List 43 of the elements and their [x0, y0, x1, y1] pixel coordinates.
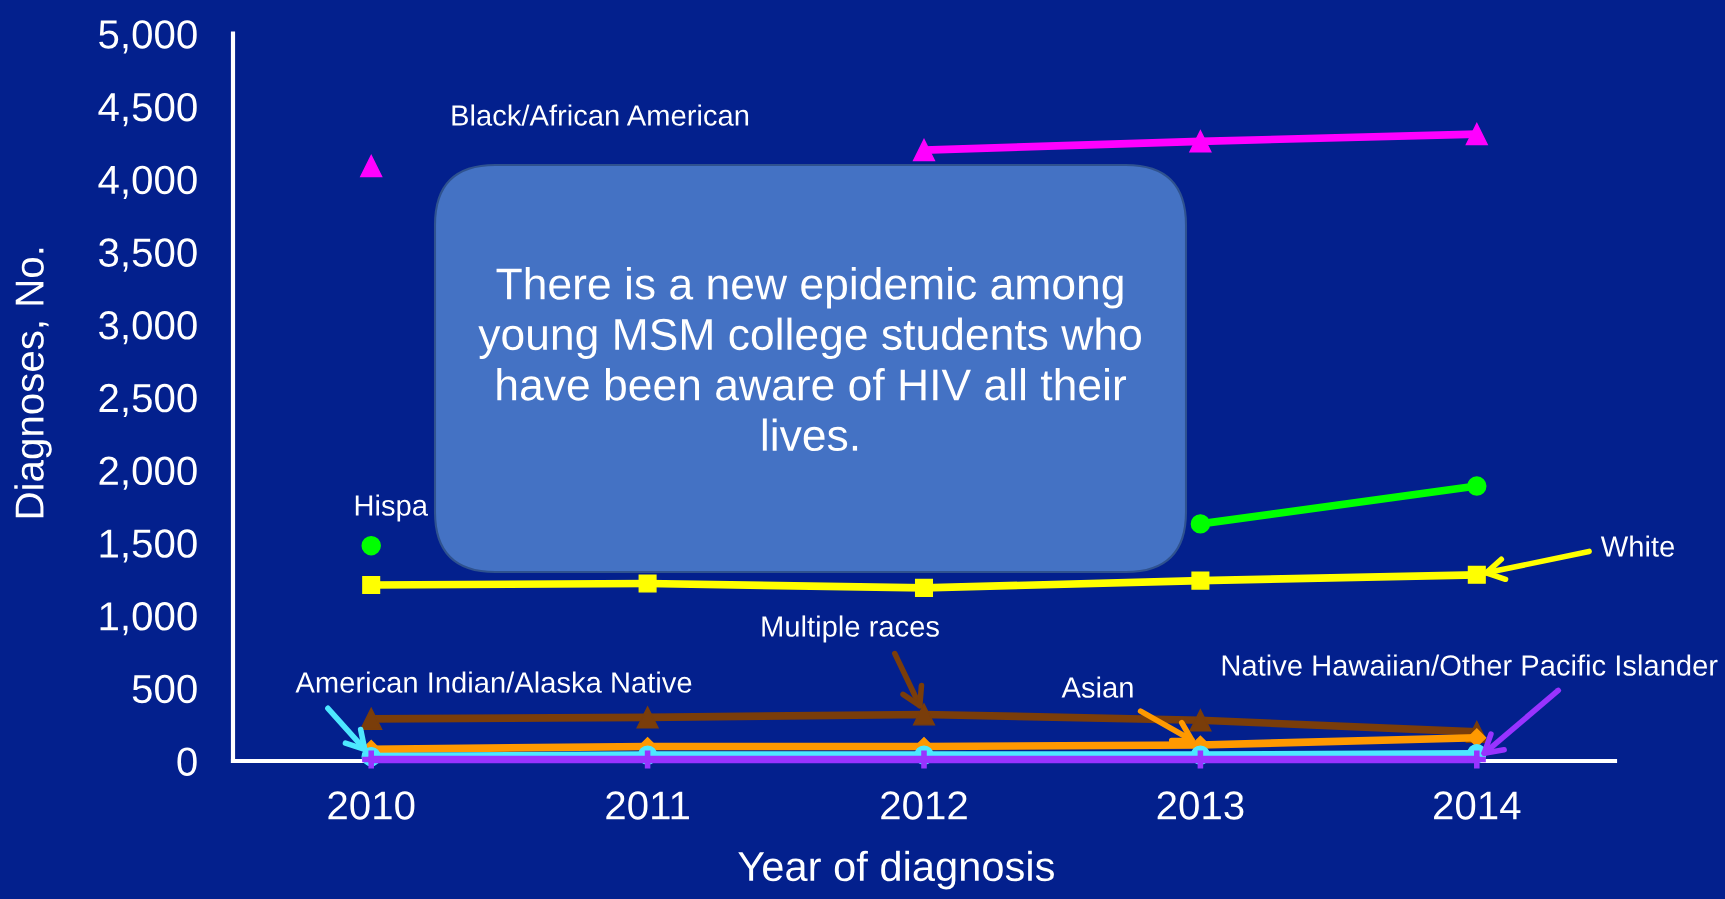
series-label: Hispa [355, 494, 428, 522]
point [360, 154, 383, 178]
text: Native Hawaiian/Other Pacific Islander [1222, 654, 1718, 676]
point [1465, 122, 1488, 146]
x-tick-label: 2010 [328, 791, 415, 820]
y-tick-label: 3,000 [99, 311, 197, 345]
point [361, 535, 381, 556]
x-axis-title: Year of diagnosis [738, 850, 1054, 890]
y-tick-label: 0 [177, 747, 197, 776]
y-tick-label: 4,500 [98, 92, 197, 127]
series-label: Asian [1061, 676, 1133, 698]
y-tick-label: 1,000 [100, 602, 197, 636]
point [362, 575, 381, 595]
x-tick-label: 2014 [1434, 791, 1521, 820]
point [1190, 514, 1211, 534]
y-tick-label: 3,500 [99, 238, 197, 272]
x-tick-label: 2012 [881, 791, 967, 820]
point [1467, 728, 1487, 748]
point [636, 706, 659, 729]
text: Black/African American [452, 104, 749, 126]
y-tick-label: 2,000 [99, 456, 197, 490]
point [1467, 476, 1487, 496]
y-tick-label: 500 [132, 674, 197, 704]
point [912, 138, 936, 162]
y-tick-label: 2,500 [99, 383, 197, 418]
point [1189, 130, 1212, 153]
point [912, 703, 936, 726]
point [360, 707, 383, 730]
point [914, 578, 934, 597]
y-axis-title: Diagnoses, No. [14, 248, 52, 518]
x-tick-label: 2011 [606, 791, 689, 820]
y-tick-label: 5,000 [99, 20, 197, 54]
annotation: There is a new epidemic among young MSM college students who have been aware of HIV all their lives. [478, 267, 1141, 452]
point [638, 574, 657, 593]
text: Multiple races [762, 615, 939, 643]
text: American Indian/Alaska Native [295, 671, 692, 693]
y-tick-label: 1,500 [100, 529, 197, 563]
point [1191, 571, 1210, 590]
x-tick-label: 2013 [1157, 791, 1244, 820]
point [1189, 709, 1212, 732]
y-tick-label: 4,000 [98, 165, 197, 199]
legend-label: White [1600, 535, 1674, 557]
point [1467, 565, 1486, 584]
